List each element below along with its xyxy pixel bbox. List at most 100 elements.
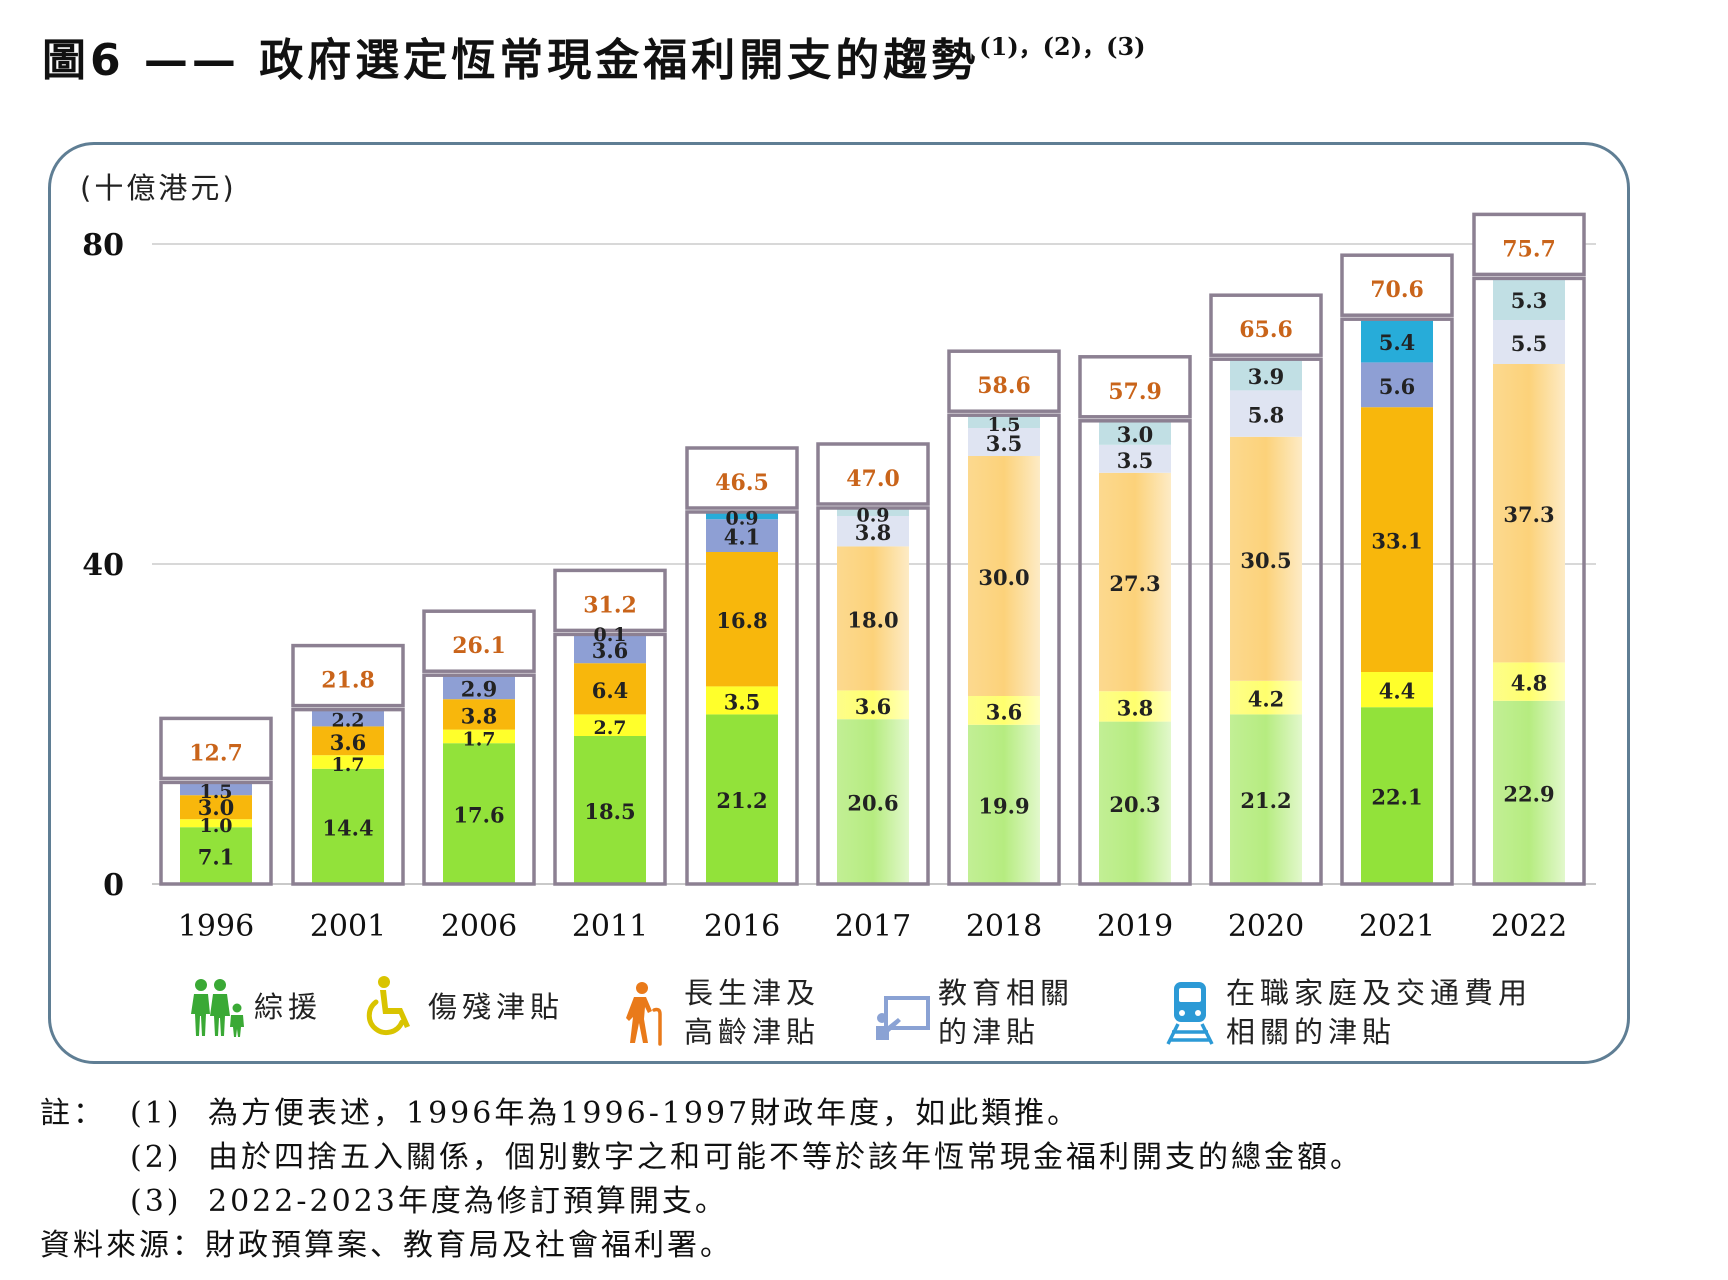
data-label-disability-2020: 4.2: [1248, 687, 1285, 712]
data-label-oaa-2017: 18.0: [847, 607, 898, 632]
source-line: 資料來源：財政預算案、教育局及社會福利署。: [40, 1228, 733, 1263]
data-label-cssa-1996: 7.1: [198, 845, 235, 870]
bar-segment-cssa-2017: [837, 719, 909, 884]
bar-segment-working-2016: [706, 512, 778, 520]
total-label-box-2001: [291, 643, 405, 708]
note-1: 註： (1) 為方便表述，1996年為1996-1997財政年度，如此類推。: [40, 1092, 1363, 1136]
data-label-disability-2018: 3.6: [986, 699, 1023, 724]
data-label-oaa-2011: 6.4: [592, 678, 629, 703]
legend-label-working: 在職家庭及交通費用 相關的津貼: [1226, 976, 1533, 1049]
legend-label-cssa: 綜援: [254, 989, 323, 1024]
bar-segment-oaa-2020: [1230, 436, 1302, 681]
total-label-2018: 58.6: [977, 373, 1031, 399]
legend-item-disability: 傷殘津貼: [362, 974, 564, 1040]
stacked-bar-chart: 7.11.03.01.512.714.41.73.62.221.817.61.7…: [80, 171, 1596, 944]
teacher-icon: [876, 996, 930, 1040]
y-tick-label: 80: [82, 228, 124, 263]
bar-segment-cssa-2019: [1099, 721, 1171, 884]
bar-segment-cssa-2001: [312, 768, 384, 884]
x-tick-label-2020: 2020: [1228, 909, 1304, 944]
wheelchair-icon: [366, 976, 410, 1036]
data-label-disability-2016: 3.5: [724, 689, 761, 714]
data-label-disability-2011: 2.7: [593, 717, 626, 739]
data-label-working-2016: 0.9: [725, 508, 758, 530]
total-label-1996: 12.7: [189, 740, 243, 766]
data-label-cssa-2011: 18.5: [584, 799, 635, 824]
data-label-disability-2001: 1.7: [331, 754, 364, 776]
bar-segment-education-2019: [1099, 444, 1171, 473]
data-label-working-2018: 1.5: [987, 414, 1020, 436]
bar-segment-education-2016: [706, 519, 778, 552]
legend-item-working: 在職家庭及交通費用 相關的津貼: [1160, 974, 1532, 1052]
data-label-disability-2017: 3.6: [855, 694, 892, 719]
x-tick-label-2001: 2001: [310, 909, 386, 944]
data-label-education-2017: 3.8: [855, 520, 892, 545]
note-3: (3) 2022-2023年度為修訂預算開支。: [130, 1184, 728, 1219]
data-label-working-2022: 5.3: [1511, 288, 1548, 313]
data-label-cssa-2001: 14.4: [322, 815, 373, 840]
data-label-education-2016: 4.1: [724, 525, 761, 550]
bar-segment-oaa-2001: [312, 726, 384, 756]
bar-outline-2016: [685, 510, 799, 886]
data-label-cssa-2019: 20.3: [1109, 792, 1160, 817]
bar-segment-oaa-2016: [706, 552, 778, 687]
bar-segment-oaa-2011: [574, 663, 646, 715]
bar-segment-cssa-1996: [180, 827, 252, 884]
data-label-oaa-2019: 27.3: [1109, 571, 1160, 596]
bar-segment-disability-2017: [837, 690, 909, 720]
bar-segment-working-2017: [837, 508, 909, 516]
bar-segment-cssa-2020: [1230, 714, 1302, 884]
chart-frame: [48, 142, 1630, 1064]
total-label-box-2017: [816, 442, 930, 506]
bar-outline-2021: [1340, 317, 1454, 886]
bar-segment-education-2001: [312, 708, 384, 727]
bar-segment-oaa-2021: [1361, 407, 1433, 672]
data-label-disability-2022: 4.8: [1511, 671, 1548, 696]
bar-segment-education-2022: [1493, 320, 1565, 364]
notes-label: 註：: [40, 1096, 106, 1131]
legend-item-education: 教育相關 的津貼: [872, 974, 1074, 1052]
data-label-education-2021: 5.6: [1379, 374, 1416, 399]
total-label-box-2022: [1472, 212, 1586, 277]
bar-segment-education-1996: [180, 783, 252, 796]
bar-outline-1996: [159, 780, 273, 886]
data-label-oaa-2020: 30.5: [1240, 548, 1291, 573]
legend-label-education: 教育相關 的津貼: [938, 976, 1075, 1049]
bar-segment-disability-1996: [180, 819, 252, 828]
train-icon: [1166, 982, 1214, 1045]
total-label-box-2021: [1340, 253, 1454, 317]
bar-segment-oaa-2006: [443, 699, 515, 730]
data-label-cssa-2021: 22.1: [1371, 785, 1422, 810]
data-label-cssa-2020: 21.2: [1240, 788, 1291, 813]
total-label-2006: 26.1: [452, 633, 506, 659]
total-label-2020: 65.6: [1239, 317, 1293, 343]
bar-outline-2011: [553, 632, 667, 886]
bar-segment-education-2021: [1361, 362, 1433, 408]
bar-segment-disability-2020: [1230, 680, 1302, 715]
bar-segment-working-2019: [1099, 420, 1171, 445]
bar-segment-education-2006: [443, 676, 515, 700]
bar-segment-oaa-1996: [180, 795, 252, 820]
bar-outline-2018: [947, 413, 1061, 886]
data-label-working-2017: 0.9: [856, 504, 889, 526]
total-label-box-2011: [553, 568, 667, 633]
bar-segment-education-2018: [968, 428, 1040, 456]
data-label-education-1996: 1.5: [199, 781, 232, 803]
total-label-box-2020: [1209, 293, 1323, 357]
data-label-education-2001: 2.2: [331, 710, 364, 732]
data-label-oaa-2021: 33.1: [1371, 529, 1422, 554]
data-label-education-2019: 3.5: [1117, 448, 1154, 473]
total-label-2011: 31.2: [583, 592, 637, 618]
bar-outline-2019: [1078, 419, 1192, 886]
data-label-oaa-2018: 30.0: [978, 565, 1029, 590]
total-label-box-2016: [685, 446, 799, 510]
bar-segment-disability-2021: [1361, 672, 1433, 708]
bar-segment-disability-2018: [968, 696, 1040, 725]
bar-segment-working-2020: [1230, 359, 1302, 391]
data-label-oaa-2016: 16.8: [716, 608, 767, 633]
legend-label-oaa: 長生津及 高齡津貼: [684, 976, 821, 1049]
x-tick-label-2006: 2006: [441, 909, 517, 944]
data-label-cssa-2022: 22.9: [1503, 781, 1554, 806]
data-label-working-2019: 3.0: [1117, 422, 1154, 447]
bar-outline-2022: [1472, 276, 1586, 886]
